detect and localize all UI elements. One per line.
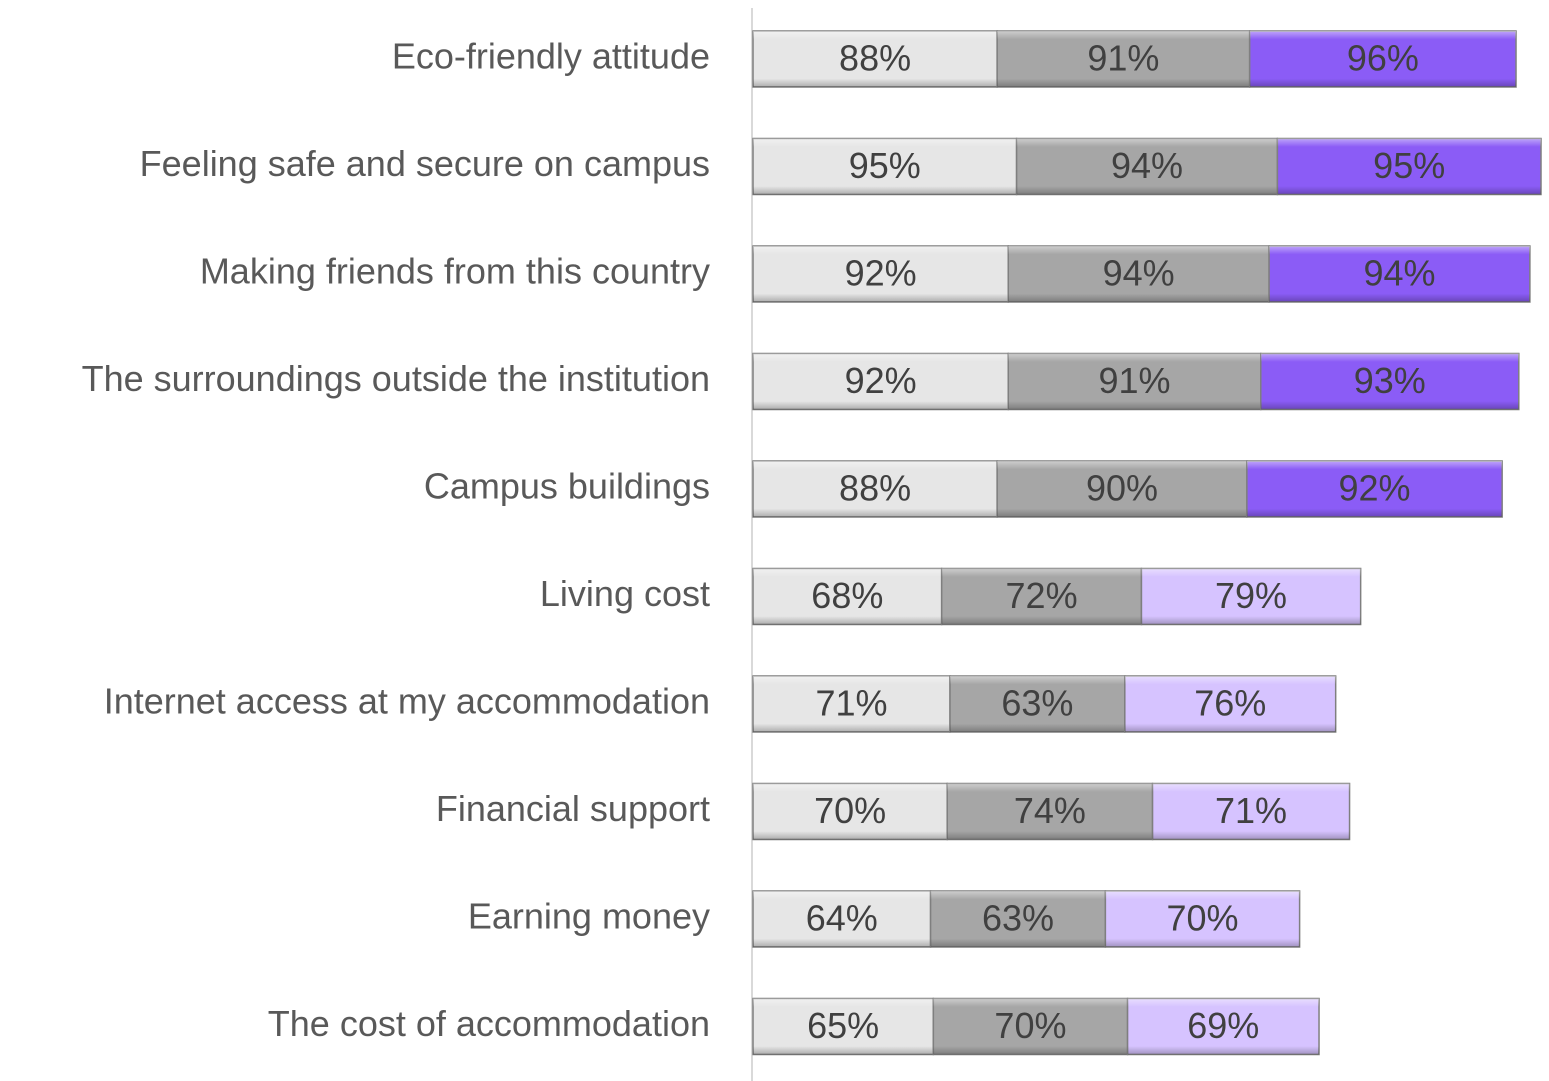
bar-bevel: [933, 998, 1128, 1055]
bar-bevel: [1246, 461, 1503, 517]
value-label: 71%: [1215, 790, 1287, 831]
bar-bevel: [1105, 891, 1300, 947]
bar-bevel: [1124, 676, 1336, 732]
bar-bevel: [941, 568, 1142, 625]
category-label: The cost of accommodation: [268, 1003, 710, 1044]
bar-bevel: [753, 676, 950, 732]
value-label: 95%: [1373, 145, 1445, 186]
category-label: Financial support: [436, 788, 710, 829]
bar-bevel: [1008, 353, 1261, 410]
value-label: 63%: [982, 898, 1054, 939]
bar-bevel: [753, 891, 931, 947]
category-label: Making friends from this country: [200, 251, 710, 292]
value-label: 91%: [1098, 360, 1170, 401]
value-label: 88%: [839, 38, 911, 79]
value-label: 70%: [814, 790, 886, 831]
value-label: 92%: [845, 360, 917, 401]
category-label: Living cost: [540, 573, 710, 614]
value-label: 71%: [815, 683, 887, 724]
value-label: 69%: [1187, 1005, 1259, 1046]
bar-bevel: [1269, 246, 1530, 302]
value-label: 68%: [811, 575, 883, 616]
value-label: 64%: [806, 898, 878, 939]
category-label: The surroundings outside the institution: [82, 358, 710, 399]
category-label: Earning money: [468, 896, 710, 937]
value-label: 91%: [1087, 38, 1159, 79]
value-label: 94%: [1103, 253, 1175, 294]
value-label: 70%: [1166, 898, 1238, 939]
value-label: 79%: [1215, 575, 1287, 616]
bar-bevel: [753, 138, 1017, 195]
category-label: Campus buildings: [424, 466, 710, 507]
value-label: 94%: [1111, 145, 1183, 186]
value-label: 95%: [849, 145, 921, 186]
category-label: Eco-friendly attitude: [392, 36, 710, 77]
bar-bevel: [1260, 353, 1519, 410]
value-label: 63%: [1001, 683, 1073, 724]
value-label: 76%: [1194, 683, 1266, 724]
bar-bevel: [997, 461, 1247, 517]
bar-bevel: [1016, 138, 1278, 195]
bar-bevel: [1127, 998, 1320, 1055]
bar-bevel: [947, 783, 1153, 840]
value-label: 65%: [807, 1005, 879, 1046]
category-label: Feeling safe and secure on campus: [140, 143, 710, 184]
value-label: 88%: [839, 468, 911, 509]
category-label: Internet access at my accommodation: [104, 681, 710, 722]
bar-bevel: [930, 891, 1106, 947]
value-label: 94%: [1363, 253, 1435, 294]
bar-bevel: [753, 246, 1009, 302]
value-label: 90%: [1086, 468, 1158, 509]
value-label: 72%: [1006, 575, 1078, 616]
value-label: 70%: [994, 1005, 1066, 1046]
value-label: 96%: [1347, 38, 1419, 79]
bar-bevel: [753, 461, 998, 517]
value-label: 92%: [1338, 468, 1410, 509]
bar-bevel: [753, 353, 1009, 410]
value-label: 74%: [1014, 790, 1086, 831]
bar-bevel: [1152, 783, 1350, 840]
value-label: 92%: [845, 253, 917, 294]
value-label: 93%: [1354, 360, 1426, 401]
bar-bevel: [1008, 246, 1270, 302]
bar-bevel: [1277, 138, 1541, 195]
bar-bevel: [950, 676, 1125, 732]
bar-bevel: [1249, 31, 1517, 87]
bar-bevel: [753, 31, 998, 87]
bar-bevel: [753, 998, 934, 1055]
bar-bevel: [753, 568, 942, 625]
bar-bevel: [753, 783, 948, 840]
bar-bevel: [997, 31, 1250, 87]
bar-bevel: [1141, 568, 1361, 625]
